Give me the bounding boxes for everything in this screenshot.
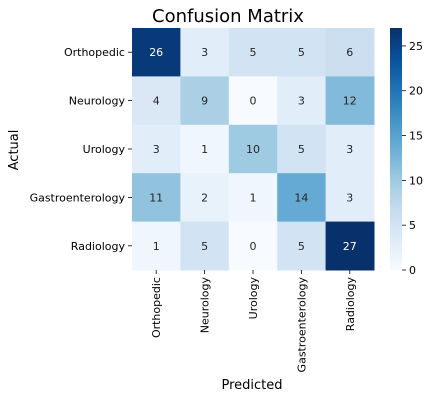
- heatmap-cell: [228, 124, 278, 174]
- x-tick-label: Neurology: [199, 277, 212, 334]
- heatmap-cell: [277, 124, 327, 174]
- cell-value-label: 5: [298, 240, 305, 253]
- cell-value-label: 2: [201, 191, 208, 204]
- cell-value-label: 14: [294, 191, 308, 204]
- x-tick-label: Radiology: [344, 277, 357, 332]
- heatmap-cell: [132, 173, 181, 223]
- heatmap-cell: [180, 124, 230, 174]
- cell-value-label: 0: [250, 95, 257, 108]
- cell-value-label: 3: [153, 143, 160, 156]
- cell-value-label: 27: [343, 240, 357, 253]
- y-tick-label: Urology: [83, 143, 126, 156]
- heatmap-cell: [228, 28, 278, 77]
- colorbar-tick-label: 20: [409, 85, 423, 98]
- cell-value-label: 5: [298, 46, 305, 59]
- colorbar-tick-label: 25: [409, 40, 423, 53]
- cell-value-label: 1: [153, 240, 160, 253]
- x-axis-ticks: Orthopedic Neurology Urology Gastroenterolo…: [150, 270, 357, 372]
- cell-value-label: 3: [298, 95, 305, 108]
- heatmap-cell: [180, 76, 230, 126]
- cell-value-label: 5: [250, 46, 257, 59]
- heatmap-cell: [325, 28, 375, 77]
- cell-value-label: 9: [201, 95, 208, 108]
- colorbar: [390, 28, 402, 270]
- cell-value-label: 6: [346, 46, 353, 59]
- x-tick-label: Urology: [247, 277, 260, 320]
- heatmap-cell: [325, 221, 375, 271]
- chart-title: Confusion Matrix: [152, 6, 304, 27]
- heatmap-cell: [132, 221, 181, 271]
- cell-value-label: 3: [346, 143, 353, 156]
- heatmap-cell: [180, 173, 230, 223]
- y-axis-label: Actual: [7, 130, 22, 171]
- heatmap-cell: [277, 221, 327, 271]
- cell-value-label: 3: [201, 46, 208, 59]
- cell-value-label: 0: [250, 240, 257, 253]
- colorbar-tick-label: 5: [409, 219, 416, 232]
- heatmap-cell: [277, 28, 327, 77]
- cell-value-label: 12: [343, 95, 357, 108]
- y-tick-label: Orthopedic: [64, 46, 125, 59]
- heatmap-cell: [277, 76, 327, 126]
- colorbar-tick-label: 10: [409, 174, 423, 187]
- colorbar-tick-label: 0: [409, 264, 416, 277]
- cell-value-label: 1: [250, 191, 257, 204]
- x-tick-label: Orthopedic: [150, 277, 163, 338]
- y-tick-label: Neurology: [69, 95, 126, 108]
- heatmap-cell: [180, 221, 230, 271]
- heatmap-cell: [132, 76, 181, 126]
- heatmap-cell: [325, 173, 375, 223]
- heatmap-cell: [180, 28, 230, 77]
- heatmap-cell: [228, 221, 278, 271]
- heatmap-cell: [277, 173, 327, 223]
- colorbar-ticks: 0 5 10 15 20 25: [402, 40, 423, 277]
- cell-value-label: 5: [298, 143, 305, 156]
- x-axis-label: Predicted: [221, 378, 282, 393]
- heatmap-cell: [228, 76, 278, 126]
- y-tick-label: Radiology: [71, 240, 126, 253]
- heatmap-grid: 26 3 5 5 6 4 9 0 3 12 3 1 10 5 3 11 2 1 14 3 1 5 0 5 27: [132, 28, 375, 271]
- heatmap-cell: [325, 76, 375, 126]
- cell-value-label: 3: [346, 191, 353, 204]
- cell-value-label: 26: [149, 46, 163, 59]
- y-axis-ticks: Orthopedic Neurology Urology Gastroenterolo…: [30, 46, 132, 253]
- heatmap-cell: [228, 173, 278, 223]
- cell-value-label: 11: [149, 191, 163, 204]
- cell-value-label: 1: [201, 143, 208, 156]
- cell-value-label: 5: [201, 240, 208, 253]
- heatmap-cell: [325, 124, 375, 174]
- heatmap-cell: [132, 124, 181, 174]
- y-tick-label: Gastroenterology: [30, 191, 126, 204]
- heatmap-cell: [132, 28, 181, 77]
- cell-value-label: 4: [153, 95, 160, 108]
- colorbar-tick-label: 15: [409, 130, 423, 143]
- cell-value-label: 10: [246, 143, 260, 156]
- x-tick-label: Gastroenterology: [295, 277, 308, 373]
